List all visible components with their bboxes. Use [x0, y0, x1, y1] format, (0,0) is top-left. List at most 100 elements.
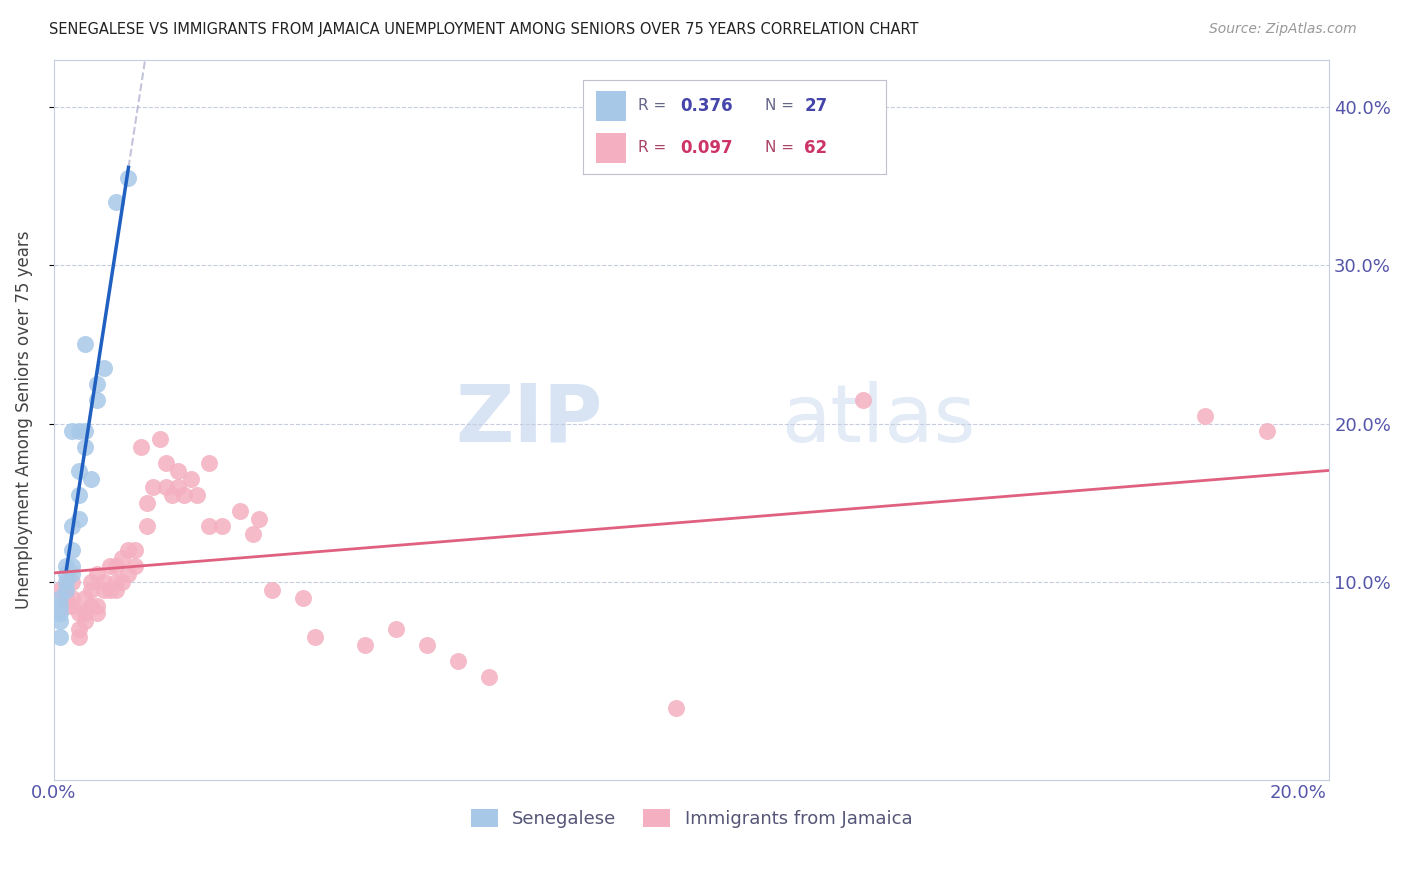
Point: [136, 496, 159, 510]
Point: [86, 607, 108, 621]
Point: [160, 488, 183, 502]
Point: [124, 559, 146, 574]
Point: [98, 559, 121, 574]
Point: [62, 566, 84, 581]
Text: 62: 62: [804, 139, 827, 157]
Point: [49, 630, 72, 644]
Point: [186, 488, 208, 502]
Point: [55, 566, 77, 581]
Point: [73, 425, 96, 439]
Point: [62, 425, 84, 439]
Point: [86, 566, 108, 581]
Text: atlas: atlas: [780, 381, 976, 458]
Point: [111, 574, 134, 589]
Point: [62, 559, 84, 574]
Text: SENEGALESE VS IMMIGRANTS FROM JAMAICA UNEMPLOYMENT AMONG SENIORS OVER 75 YEARS C: SENEGALESE VS IMMIGRANTS FROM JAMAICA UN…: [49, 22, 918, 37]
Point: [478, 670, 501, 684]
Point: [229, 503, 252, 517]
Point: [55, 574, 77, 589]
Point: [62, 574, 84, 589]
Legend: Senegalese, Immigrants from Jamaica: Senegalese, Immigrants from Jamaica: [464, 802, 920, 836]
Y-axis label: Unemployment Among Seniors over 75 years: Unemployment Among Seniors over 75 years: [15, 230, 32, 609]
Point: [149, 433, 172, 447]
Point: [105, 194, 128, 209]
Point: [55, 559, 77, 574]
Point: [67, 488, 90, 502]
Point: [416, 638, 439, 652]
Point: [247, 511, 270, 525]
Point: [117, 171, 139, 186]
Point: [67, 511, 90, 525]
Point: [67, 630, 90, 644]
Point: [62, 591, 84, 605]
Point: [291, 591, 314, 605]
Point: [73, 337, 96, 351]
Point: [136, 519, 159, 533]
Point: [198, 456, 221, 470]
Point: [49, 582, 72, 597]
Point: [67, 607, 90, 621]
Point: [155, 456, 177, 470]
Text: 27: 27: [804, 96, 827, 114]
Point: [93, 574, 115, 589]
Point: [117, 566, 139, 581]
Point: [62, 599, 84, 613]
Text: 0.097: 0.097: [681, 139, 733, 157]
Point: [86, 392, 108, 407]
Bar: [596, 91, 626, 120]
Point: [1256, 425, 1278, 439]
Point: [49, 607, 72, 621]
Point: [173, 488, 195, 502]
Point: [67, 464, 90, 478]
Point: [142, 480, 165, 494]
Point: [105, 582, 128, 597]
Text: Source: ZipAtlas.com: Source: ZipAtlas.com: [1209, 22, 1357, 37]
Text: 0.376: 0.376: [681, 96, 733, 114]
Point: [354, 638, 377, 652]
Point: [55, 582, 77, 597]
Point: [73, 440, 96, 454]
Point: [665, 701, 688, 715]
Point: [198, 519, 221, 533]
Point: [80, 472, 103, 486]
Point: [111, 551, 134, 566]
Text: R =: R =: [638, 140, 671, 155]
Point: [55, 591, 77, 605]
Point: [55, 599, 77, 613]
Point: [73, 591, 96, 605]
Point: [49, 615, 72, 629]
Point: [105, 559, 128, 574]
Point: [73, 607, 96, 621]
Text: R =: R =: [638, 98, 671, 113]
Point: [73, 615, 96, 629]
Point: [304, 630, 326, 644]
Point: [1194, 409, 1216, 423]
Point: [129, 440, 152, 454]
Point: [67, 425, 90, 439]
Point: [242, 527, 264, 541]
Bar: [596, 133, 626, 162]
Point: [86, 376, 108, 391]
Point: [385, 622, 408, 636]
Point: [98, 582, 121, 597]
Point: [155, 480, 177, 494]
Point: [49, 591, 72, 605]
Point: [93, 582, 115, 597]
Point: [852, 392, 875, 407]
Point: [167, 464, 190, 478]
Point: [447, 654, 470, 668]
Point: [167, 480, 190, 494]
Point: [211, 519, 233, 533]
Point: [124, 543, 146, 558]
Point: [86, 599, 108, 613]
Point: [80, 574, 103, 589]
Point: [260, 582, 283, 597]
Point: [117, 543, 139, 558]
Point: [67, 622, 90, 636]
Point: [180, 472, 202, 486]
Point: [62, 543, 84, 558]
Point: [62, 519, 84, 533]
Point: [49, 599, 72, 613]
Point: [105, 574, 128, 589]
Text: ZIP: ZIP: [456, 381, 602, 458]
